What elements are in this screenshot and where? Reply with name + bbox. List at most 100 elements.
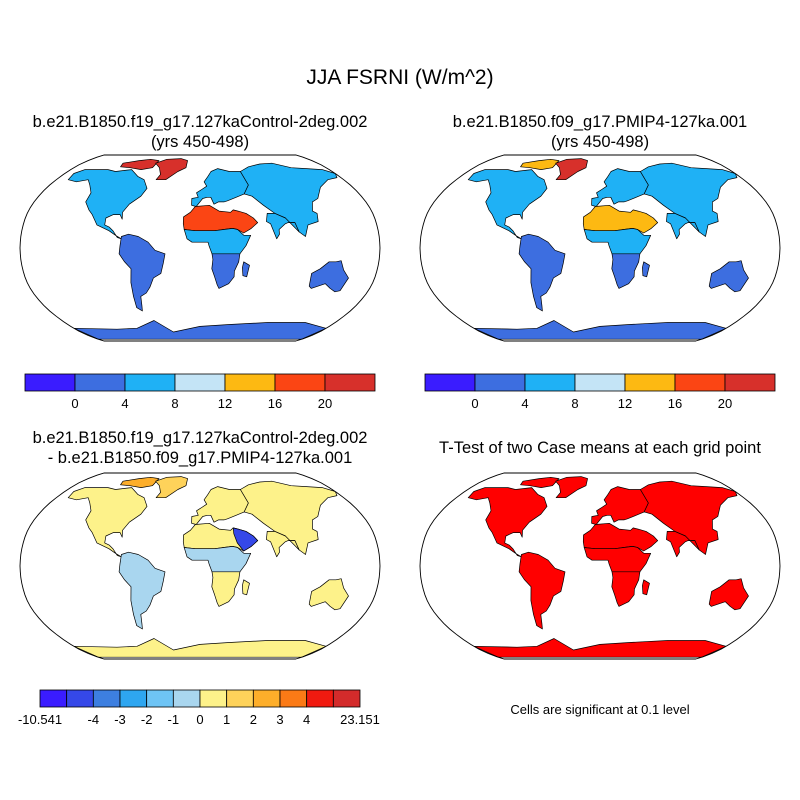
region-central-africa bbox=[583, 546, 652, 573]
region-siberia bbox=[640, 162, 738, 237]
map-1-border bbox=[19, 154, 381, 342]
region-europe bbox=[591, 168, 649, 207]
region-madagascar bbox=[642, 579, 650, 596]
colorbar-1-box-3 bbox=[174, 373, 226, 392]
region-south-america bbox=[118, 551, 166, 630]
region-canadian-arctic bbox=[120, 476, 160, 488]
colorbar-3-box-9 bbox=[279, 689, 308, 708]
colorbar-2-box-6 bbox=[724, 373, 776, 392]
panel-1-title-line-1: b.e21.B1850.f19_g17.127kaControl-2deg.00… bbox=[32, 113, 368, 131]
region-central-africa bbox=[183, 228, 252, 255]
region-sahara-arabia bbox=[582, 204, 659, 234]
panel-4-title-line-1: T-Test of two Case means at each grid po… bbox=[439, 439, 761, 457]
region-greenland bbox=[155, 476, 188, 499]
region-madagascar bbox=[642, 261, 650, 278]
panel-3-title-line-1: b.e21.B1850.f19_g17.127kaControl-2deg.00… bbox=[32, 429, 368, 447]
region-central-africa bbox=[583, 228, 652, 255]
colorbar-1-box-6 bbox=[324, 373, 376, 392]
region-southern-africa bbox=[611, 571, 641, 607]
region-south-america bbox=[518, 233, 566, 312]
colorbar-2-box-1 bbox=[474, 373, 526, 392]
panel-2-title-line-1: b.e21.B1850.f09_g17.PMIP4-127ka.001 bbox=[452, 113, 748, 131]
colorbar-3-label-0: -10.541 bbox=[18, 712, 62, 727]
colorbar-3-label-5: 0 bbox=[196, 712, 203, 727]
map-3-border bbox=[19, 472, 381, 660]
region-antarctica bbox=[73, 638, 327, 658]
region-greenland bbox=[155, 158, 188, 181]
colorbar-3-box-11 bbox=[332, 689, 361, 708]
colorbar-1-label-2: 8 bbox=[171, 396, 178, 411]
region-australia bbox=[708, 260, 749, 293]
region-north-america bbox=[67, 487, 148, 558]
region-arabia bbox=[232, 527, 259, 552]
region-southern-africa bbox=[211, 571, 241, 607]
region-siberia bbox=[240, 480, 338, 555]
colorbar-3-label-8: 3 bbox=[276, 712, 283, 727]
colorbar-1-box-1 bbox=[74, 373, 126, 392]
colorbar-3-box-8 bbox=[252, 689, 281, 708]
region-canadian-arctic bbox=[520, 476, 560, 488]
colorbar-3-label-1: -4 bbox=[88, 712, 100, 727]
region-north-america bbox=[67, 169, 148, 240]
colorbar-3-box-5 bbox=[172, 689, 201, 708]
colorbar-2-box-4 bbox=[624, 373, 676, 392]
colorbar-1-box-0 bbox=[24, 373, 76, 392]
colorbar-2-label-4: 16 bbox=[668, 396, 682, 411]
colorbar-2-box-3 bbox=[574, 373, 626, 392]
map-2-border bbox=[419, 154, 781, 342]
region-antarctica bbox=[73, 320, 327, 340]
region-antarctica bbox=[473, 320, 727, 340]
colorbar-3-box-2 bbox=[92, 689, 121, 708]
region-europe bbox=[191, 168, 249, 207]
colorbar-2-label-2: 8 bbox=[571, 396, 578, 411]
panel-3-title: b.e21.B1850.f19_g17.127kaControl-2deg.00… bbox=[0, 428, 400, 468]
region-siberia bbox=[240, 162, 338, 237]
colorbar-1-label-0: 0 bbox=[71, 396, 78, 411]
colorbar-1-label-3: 12 bbox=[218, 396, 232, 411]
region-north-america bbox=[467, 169, 548, 240]
region-sahara-arabia bbox=[582, 522, 659, 552]
colorbar-3-label-2: -3 bbox=[114, 712, 126, 727]
colorbar-3-box-0 bbox=[39, 689, 68, 708]
colorbar-3-box-7 bbox=[226, 689, 254, 708]
region-sahara-arabia bbox=[182, 204, 259, 234]
colorbar-2-label-3: 12 bbox=[618, 396, 632, 411]
panel-1-title-line-2: (yrs 450-498) bbox=[150, 133, 250, 151]
region-europe bbox=[591, 486, 649, 525]
colorbar-2-box-2 bbox=[524, 373, 576, 392]
colorbar-3-label-9: 4 bbox=[303, 712, 310, 727]
region-siberia bbox=[640, 480, 738, 555]
region-central-africa bbox=[183, 546, 252, 573]
colorbar-3-label-6: 1 bbox=[223, 712, 230, 727]
region-greenland bbox=[555, 476, 588, 499]
colorbar-3-label-3: -2 bbox=[141, 712, 153, 727]
colorbar-3-box-1 bbox=[66, 689, 94, 708]
colorbar-2-box-0 bbox=[424, 373, 476, 392]
region-indian-subcontinent bbox=[666, 531, 700, 558]
region-greenland bbox=[555, 158, 588, 181]
region-europe bbox=[191, 486, 249, 525]
region-southern-africa bbox=[211, 253, 241, 289]
colorbar-2-label-0: 0 bbox=[471, 396, 478, 411]
map-2 bbox=[419, 154, 781, 342]
colorbar-3: -10.541 -4 -3 -2 -1 0 1 2 3 4 23.151 bbox=[18, 689, 380, 727]
colorbar-1-box-4 bbox=[224, 373, 276, 392]
colorbar-3-label-7: 2 bbox=[250, 712, 257, 727]
colorbar-1-label-1: 4 bbox=[121, 396, 128, 411]
colorbar-1: 0 4 8 12 16 20 bbox=[24, 373, 376, 411]
region-canadian-arctic bbox=[520, 158, 560, 170]
colorbar-2-label-1: 4 bbox=[521, 396, 528, 411]
map-4-border bbox=[419, 472, 781, 660]
panel-2-title: b.e21.B1850.f09_g17.PMIP4-127ka.001 (yrs… bbox=[400, 112, 800, 152]
region-indian-subcontinent bbox=[666, 213, 700, 240]
colorbar-3-box-6 bbox=[199, 689, 228, 708]
colorbar-1-label-4: 16 bbox=[268, 396, 282, 411]
region-antarctica bbox=[473, 638, 727, 658]
colorbar-1-box-5 bbox=[274, 373, 326, 392]
region-madagascar bbox=[242, 261, 250, 278]
region-australia bbox=[708, 578, 749, 611]
panel-2-title-line-2: (yrs 450-498) bbox=[550, 133, 650, 151]
significance-note: Cells are significant at 0.1 level bbox=[510, 702, 690, 717]
region-canadian-arctic bbox=[120, 158, 160, 170]
